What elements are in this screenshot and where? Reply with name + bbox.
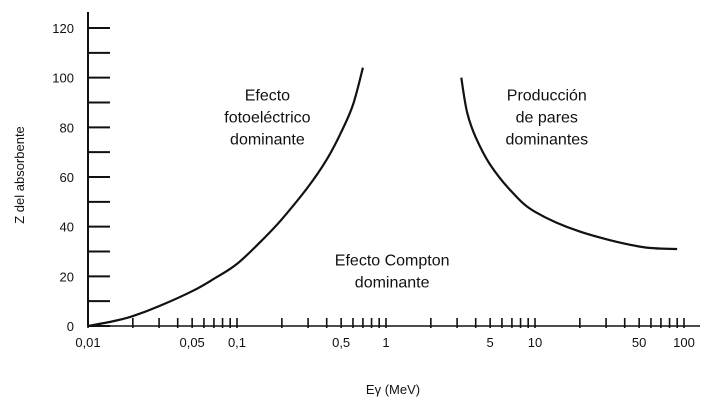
y-tick-label: 20 [60,269,74,284]
region-label: fotoeléctrico [224,109,310,126]
photoelectric-boundary-line [87,67,364,328]
x-axis-title: Eγ (MeV) [366,382,420,397]
x-tick-label: 1 [382,335,389,350]
region-label: dominantes [505,131,588,148]
y-tick-label: 60 [60,170,74,185]
y-tick-label: 80 [60,120,74,135]
x-tick-label: 100 [673,335,695,350]
region-label: dominante [230,131,305,148]
region-label: Efecto Compton [335,252,450,269]
x-tick-label: 0,5 [332,335,350,350]
region-label: Efecto [245,87,290,104]
region-label: Producción [507,87,587,104]
x-tick-label: 5 [487,335,494,350]
pair-production-boundary-line [460,77,678,251]
region-label: dominante [355,274,430,291]
x-tick-label: 0,05 [179,335,204,350]
x-tick-label: 0,01 [75,335,100,350]
y-axis-title: Z del absorbente [12,126,27,224]
y-tick-label: 120 [52,21,74,36]
y-tick-label: 40 [60,220,74,235]
region-label: de pares [516,109,578,126]
x-tick-label: 10 [528,335,542,350]
y-tick-label: 0 [67,319,74,334]
x-tick-label: 0,1 [228,335,246,350]
y-tick-label: 100 [52,71,74,86]
x-tick-label: 50 [632,335,646,350]
